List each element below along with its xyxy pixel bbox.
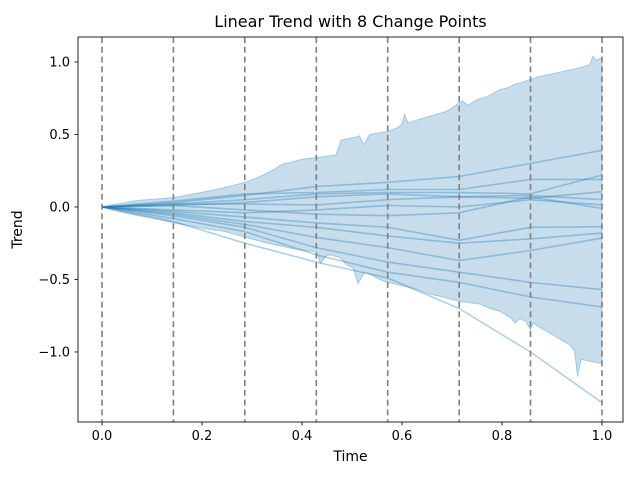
changepoints-layer — [101, 37, 603, 422]
x-tick-label: 0.4 — [292, 429, 313, 444]
y-tick-label: −1.0 — [38, 345, 70, 360]
y-tick-label: −0.5 — [38, 273, 70, 288]
x-axis-label: Time — [332, 449, 367, 465]
y-tick-label: 0.0 — [49, 200, 70, 215]
axes-layer: 0.0 0.2 0.4 0.6 0.8 1.0 1.0 0.5 0.0 −0.5 −1.0 — [38, 36, 624, 444]
x-tick-label: 0.8 — [492, 429, 513, 444]
y-tick-label: 1.0 — [49, 55, 70, 70]
trend-sample-line-9 — [101, 206, 603, 244]
x-tick-label: 0.2 — [192, 429, 213, 444]
uncertainty-band-layer — [101, 55, 603, 377]
trend-sample-line-5 — [101, 194, 603, 208]
x-tick-label: 0.6 — [392, 429, 413, 444]
x-tick-label: 1.0 — [592, 429, 613, 444]
trend-sample-line-12 — [101, 206, 603, 308]
trend-sample-line-4 — [101, 190, 603, 208]
trend-sample-line-13 — [101, 206, 603, 404]
trend-sample-line-11 — [101, 206, 603, 291]
trend-samples-layer — [101, 149, 603, 404]
x-tick-label: 0.0 — [92, 429, 113, 444]
trend-sample-line-2 — [101, 174, 603, 208]
trend-sample-line-3 — [101, 178, 602, 208]
axes-frame — [77, 36, 624, 423]
trend-sample-line-6 — [101, 198, 603, 214]
chart-title: Linear Trend with 8 Change Points — [214, 12, 486, 31]
trend-sample-line-7 — [101, 196, 603, 217]
trend-sample-line-10 — [101, 206, 603, 262]
trend-sample-line-8 — [101, 206, 603, 242]
trend-sample-line-1 — [101, 149, 603, 208]
uncertainty-band — [101, 55, 603, 377]
y-tick-label: 0.5 — [49, 128, 70, 143]
y-axis-label: Trend — [10, 210, 26, 249]
